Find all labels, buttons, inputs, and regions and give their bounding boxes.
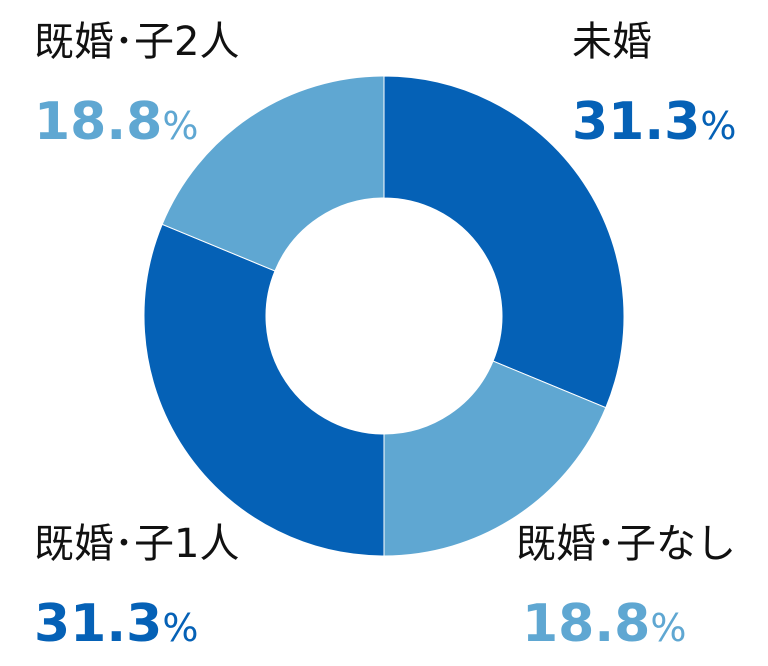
value-mikon-unit: % — [700, 104, 737, 148]
label-kikon-ko1: 既婚･子1人 — [34, 521, 240, 567]
label-mikon: 未婚 — [572, 19, 652, 65]
value-kikon-konashi-unit: % — [650, 606, 687, 650]
slice-kikon-ko1 — [143, 223, 385, 557]
value-kikon-ko2: 18.8% — [34, 96, 198, 148]
value-kikon-ko1: 31.3% — [34, 598, 198, 650]
value-kikon-ko2-number: 18.8 — [34, 92, 163, 152]
value-kikon-konashi: 18.8% — [522, 598, 686, 650]
value-kikon-ko2-unit: % — [162, 104, 199, 148]
value-kikon-ko1-number: 31.3 — [34, 594, 163, 654]
label-kikon-konashi: 既婚･子なし — [516, 521, 736, 567]
value-kikon-ko1-unit: % — [162, 606, 199, 650]
slice-kikon-konashi — [383, 360, 607, 557]
slice-kikon-ko2 — [161, 75, 385, 272]
label-kikon-ko2: 既婚･子2人 — [34, 19, 240, 65]
value-kikon-konashi-number: 18.8 — [522, 594, 651, 654]
value-mikon: 31.3% — [572, 96, 736, 148]
value-mikon-number: 31.3 — [572, 92, 701, 152]
slice-mikon — [383, 75, 625, 409]
